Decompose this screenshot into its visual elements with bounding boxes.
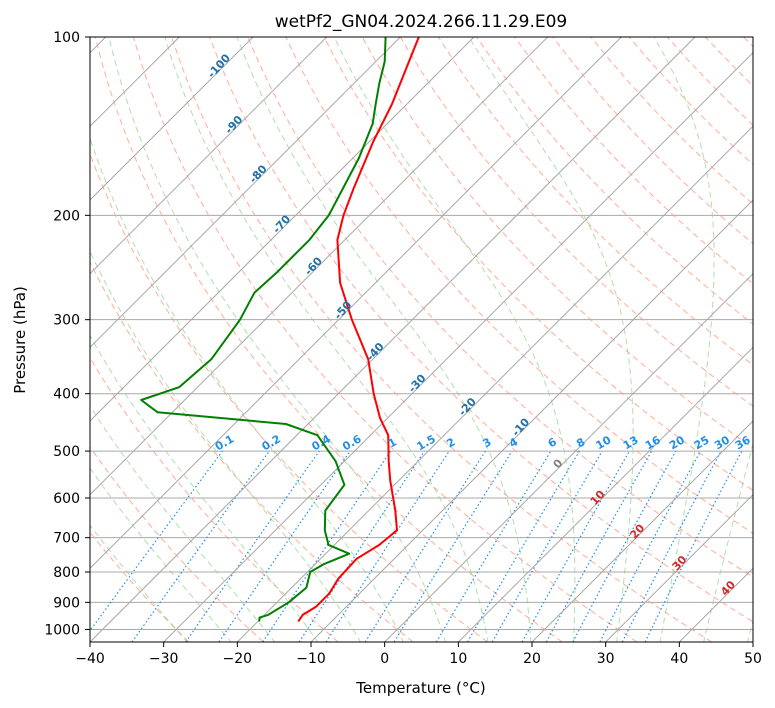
y-tick-label: 600 <box>53 491 80 507</box>
moist-adiabat <box>90 467 232 642</box>
y-tick-label: 500 <box>53 444 80 460</box>
isotherm-line <box>90 37 475 422</box>
dry-adiabat <box>247 37 753 578</box>
isotherm-line <box>605 493 753 642</box>
dry-adiabat <box>94 37 563 642</box>
plot-frame <box>89 36 754 643</box>
dry-adiabat <box>285 37 753 535</box>
dry-adiabat <box>476 37 753 325</box>
dry-adiabat <box>323 37 753 491</box>
isotherm-line <box>310 199 753 642</box>
sounding-series <box>140 37 420 623</box>
isotherm-line <box>90 37 549 496</box>
isotherm-line <box>457 346 753 642</box>
mixing-ratio-line <box>218 450 351 642</box>
dry-adiabat <box>90 446 264 642</box>
dry-adiabat <box>209 37 753 623</box>
moist-adiabat <box>468 37 634 642</box>
mixing-ratio-line <box>572 450 677 642</box>
y-tick-label: 700 <box>53 531 80 547</box>
moist-adiabat <box>90 136 404 642</box>
moist-adiabat <box>90 405 276 642</box>
x-tick-label: −20 <box>223 651 253 667</box>
y-tick-label: 900 <box>53 595 80 611</box>
x-axis-title: Temperature (°C) <box>355 679 485 697</box>
dry-adiabat <box>514 37 753 285</box>
isotherm-line <box>384 272 753 642</box>
moist-adiabat <box>90 250 362 642</box>
moist-adiabat <box>90 334 319 642</box>
mixing-ratio-line <box>90 450 223 632</box>
mixing-ratio-line <box>521 450 631 642</box>
temperature-profile-line <box>297 37 420 623</box>
axis-ticks: −40 −30 −20 −10 0 10 20 30 40 50 1000 900 800 700 600 5… <box>44 30 762 667</box>
isotherm-line <box>90 37 622 570</box>
moist-adiabat <box>703 441 753 642</box>
dry-adiabat <box>132 37 638 642</box>
y-tick-label: 100 <box>53 30 80 46</box>
moist-adiabat <box>164 37 489 642</box>
moist-adiabats <box>90 37 753 642</box>
x-tick-label: −30 <box>149 651 179 667</box>
mixing-ratio-line <box>262 450 392 642</box>
x-tick-label: 30 <box>597 651 615 667</box>
y-tick-label: 200 <box>53 208 80 224</box>
isotherm-line <box>90 37 328 275</box>
moist-adiabat <box>108 37 447 642</box>
dewpoint-profile-line <box>140 37 387 622</box>
x-tick-label: −40 <box>75 651 105 667</box>
mixing-ratio-line <box>185 450 320 642</box>
moist-adiabat <box>236 37 532 642</box>
isotherm-line <box>90 37 254 201</box>
x-tick-label: 0 <box>380 651 389 667</box>
isotherm-lines <box>90 37 753 642</box>
pressure-gridlines <box>90 37 753 630</box>
moist-adiabat <box>653 37 715 642</box>
mixing-ratio-line <box>393 450 513 642</box>
y-tick-label: 400 <box>53 387 80 403</box>
moist-adiabat <box>90 524 188 642</box>
x-tick-label: 10 <box>449 651 467 667</box>
dry-adiabat <box>171 37 712 642</box>
x-tick-label: −10 <box>296 651 326 667</box>
y-tick-label: 300 <box>53 313 80 329</box>
chart-title: wetPf2_GN04.2024.266.11.29.E09 <box>275 12 567 32</box>
isotherm-line <box>236 125 753 642</box>
mixing-ratio-line <box>131 450 270 642</box>
x-tick-label: 40 <box>670 651 688 667</box>
isotherm-line <box>90 37 401 349</box>
mixing-ratio-line <box>644 450 743 642</box>
mixing-ratio-line <box>545 450 653 642</box>
isotherm-line <box>531 420 753 642</box>
mixing-ratio-line <box>325 450 450 642</box>
y-axis-title: Pressure (hPa) <box>11 286 29 394</box>
dry-adiabat <box>90 260 414 642</box>
isotherm-line <box>90 37 696 642</box>
mixing-ratio-lines <box>90 450 743 642</box>
x-tick-label: 20 <box>523 651 541 667</box>
y-tick-label: 1000 <box>44 622 80 638</box>
isotherm-line <box>163 51 753 642</box>
y-tick-label: 800 <box>53 565 80 581</box>
moist-adiabat <box>333 37 576 642</box>
mixing-ratio-line <box>298 450 425 642</box>
x-tick-label: 50 <box>744 651 762 667</box>
